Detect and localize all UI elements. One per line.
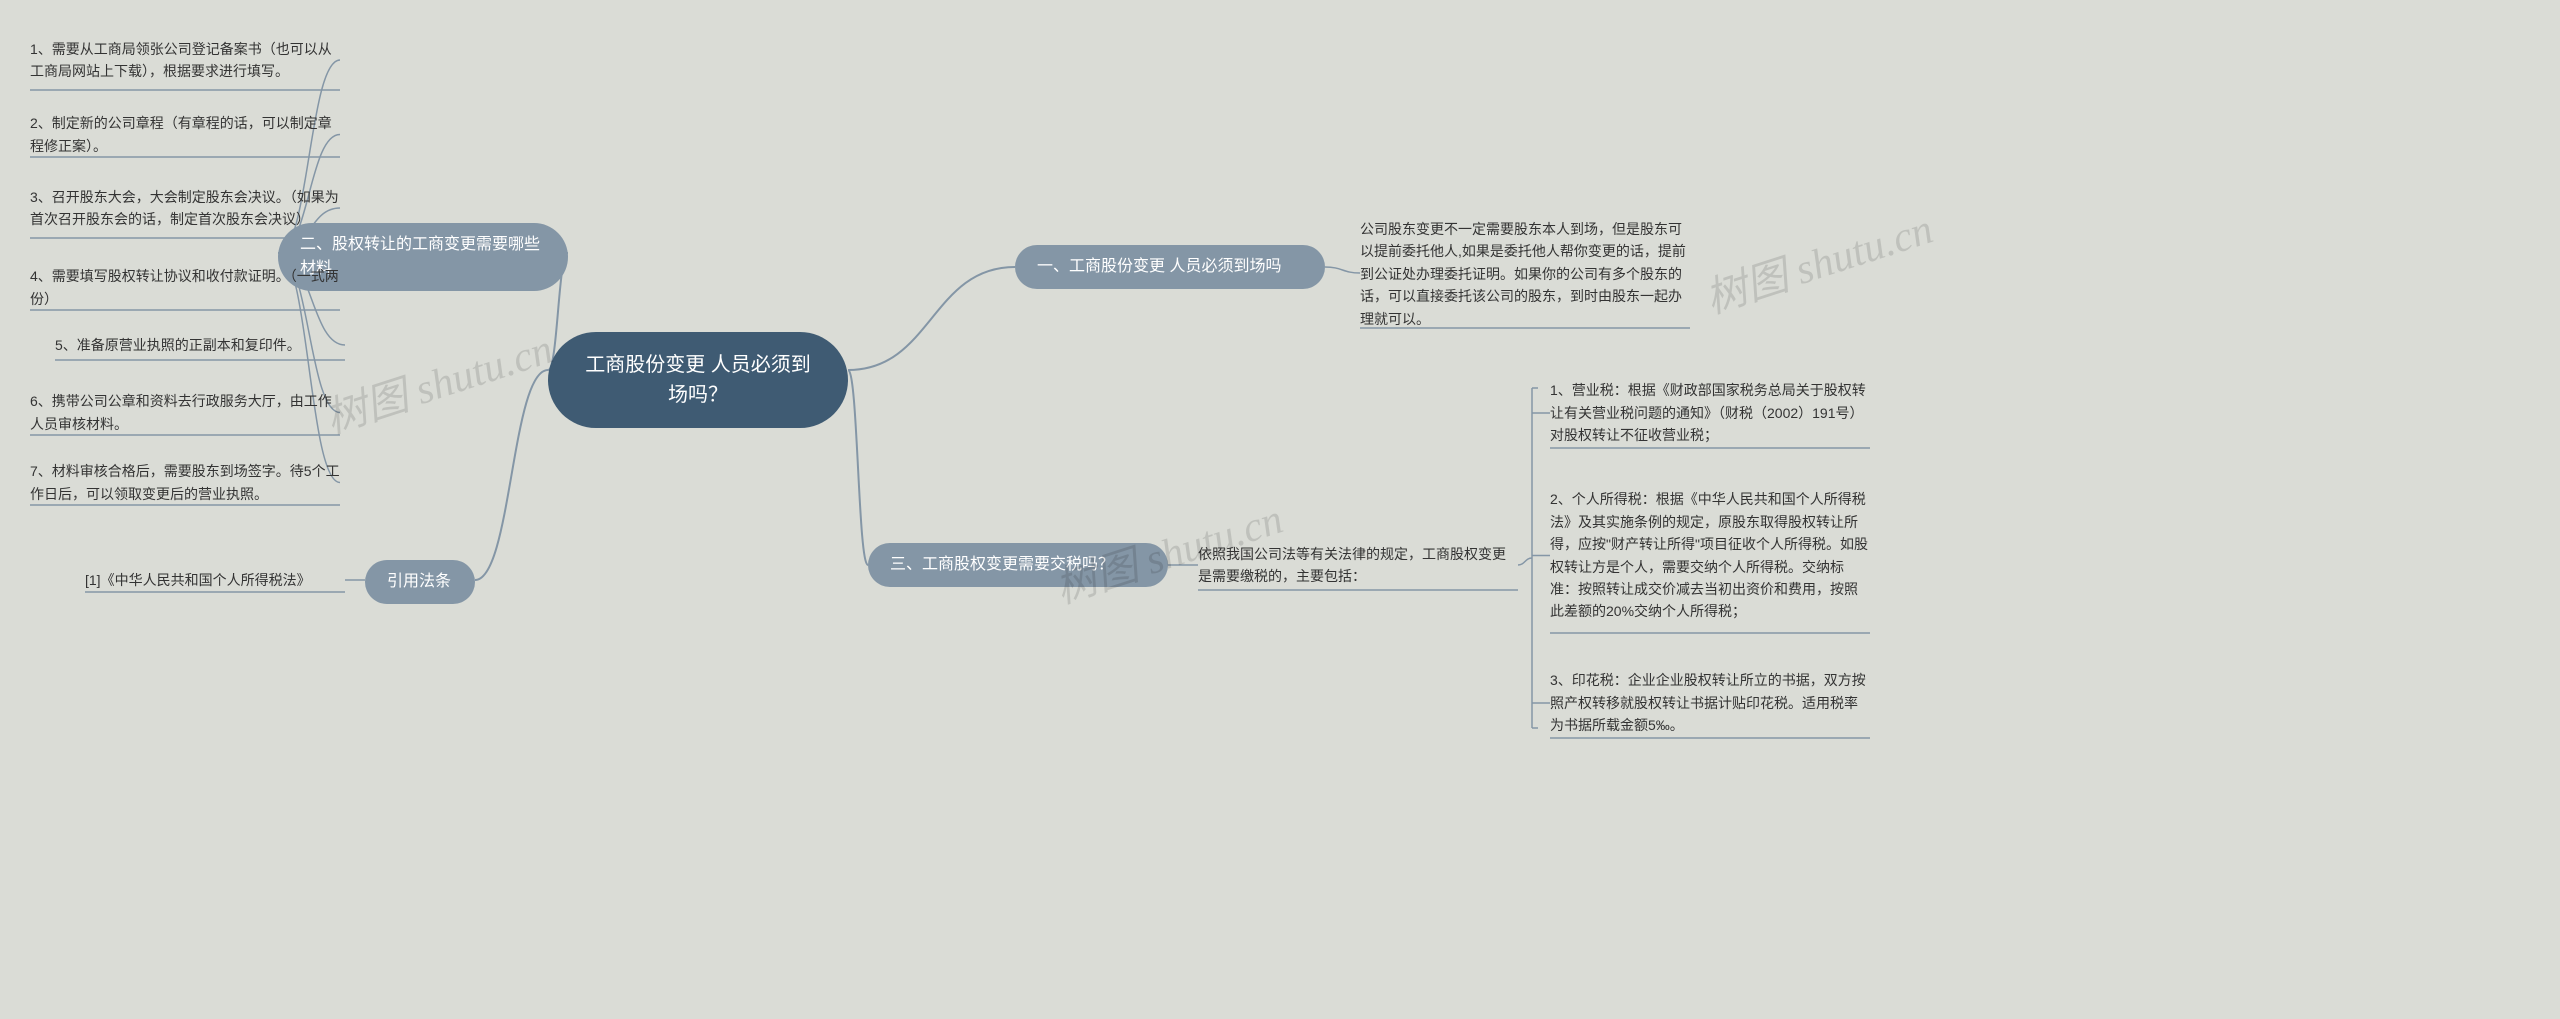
leaf-b3-1: 1、营业税：根据《财政部国家税务总局关于股权转让有关营业税问题的通知》（财税（2… bbox=[1550, 378, 1870, 448]
leaf-b1-1: 公司股东变更不一定需要股东本人到场，但是股东可以提前委托他人,如果是委托他人帮你… bbox=[1360, 218, 1690, 330]
branch-1-label: 一、工商股份变更 人员必须到场吗 bbox=[1037, 255, 1281, 279]
leaf-b2-3: 3、召开股东大会，大会制定股东会决议。（如果为首次召开股东会的话，制定首次股东会… bbox=[30, 178, 340, 238]
root-label: 工商股份变更 人员必须到 场吗？ bbox=[578, 350, 818, 410]
leaf-b3-0: 依照我国公司法等有关法律的规定，工商股权变更是需要缴税的，主要包括： bbox=[1198, 540, 1518, 590]
branch-1: 一、工商股份变更 人员必须到场吗 bbox=[1015, 245, 1325, 289]
leaf-b4-1: [1]《中华人民共和国个人所得税法》 bbox=[85, 568, 345, 592]
branch-4: 引用法条 bbox=[365, 560, 475, 604]
leaf-b2-7: 7、材料审核合格后，需要股东到场签字。待5个工作日后，可以领取变更后的营业执照。 bbox=[30, 460, 340, 505]
leaf-b3-3: 3、印花税：企业企业股权转让所立的书据，双方按照产权转移就股权转让书据计贴印花税… bbox=[1550, 668, 1870, 738]
leaf-b2-2: 2、制定新的公司章程（有章程的话，可以制定章程修正案）。 bbox=[30, 112, 340, 157]
leaf-b2-1: 1、需要从工商局领张公司登记备案书（也可以从工商局网站上下载），根据要求进行填写… bbox=[30, 30, 340, 90]
leaf-b3-2: 2、个人所得税：根据《中华人民共和国个人所得税法》及其实施条例的规定，原股东取得… bbox=[1550, 478, 1870, 633]
branch-3: 三、工商股权变更需要交税吗？ bbox=[868, 543, 1168, 587]
root-node: 工商股份变更 人员必须到 场吗？ bbox=[548, 332, 848, 428]
leaf-b2-6: 6、携带公司公章和资料去行政服务大厅，由工作人员审核材料。 bbox=[30, 390, 340, 435]
leaf-b2-4: 4、需要填写股权转让协议和收付款证明。（一式两份） bbox=[30, 265, 340, 310]
mindmap-canvas bbox=[0, 0, 2560, 1019]
leaf-b2-5: 5、准备原营业执照的正副本和复印件。 bbox=[55, 330, 345, 360]
branch-3-label: 三、工商股权变更需要交税吗？ bbox=[890, 553, 1114, 577]
branch-4-label: 引用法条 bbox=[387, 570, 451, 594]
